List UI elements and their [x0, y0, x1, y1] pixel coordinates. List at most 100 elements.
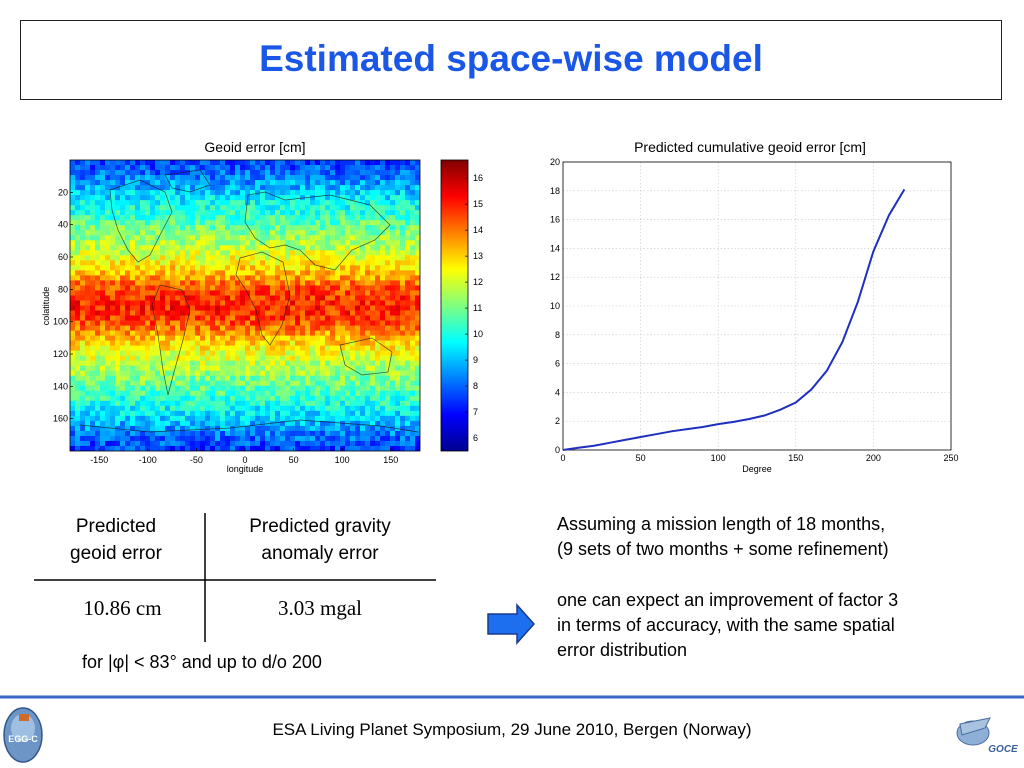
heatmap-cell: [330, 435, 336, 442]
heatmap-cell: [380, 385, 386, 392]
heatmap-cell: [130, 355, 136, 362]
heatmap-cell: [170, 390, 176, 397]
heatmap-cell: [235, 305, 241, 312]
heatmap-cell: [180, 200, 186, 206]
heatmap-cell: [280, 245, 286, 251]
heatmap-cell: [270, 200, 276, 206]
heatmap-cell: [105, 170, 111, 176]
heatmap-cell: [240, 250, 246, 256]
heatmap-cell: [225, 190, 231, 196]
heatmap-cell: [125, 390, 131, 397]
heatmap-cell: [110, 360, 116, 367]
heatmap-cell: [255, 335, 261, 342]
heatmap-cell: [95, 385, 101, 392]
heatmap-cell: [230, 260, 236, 266]
heatmap-cell: [410, 350, 416, 357]
heatmap-cell: [415, 400, 420, 407]
heatmap-cell: [250, 410, 256, 417]
heatmap-cell: [235, 235, 241, 241]
heatmap-cell: [345, 355, 351, 362]
heatmap-cell: [190, 220, 196, 226]
heatmap-cell: [330, 165, 336, 171]
heatmap-cell: [360, 415, 366, 422]
heatmap-cell: [220, 360, 226, 367]
heatmap-cell: [335, 430, 341, 437]
heatmap-cell: [220, 245, 226, 251]
heatmap-cell: [185, 405, 191, 412]
heatmap-cell: [335, 380, 341, 387]
heatmap-cell: [95, 370, 101, 377]
heatmap-cell: [165, 200, 171, 206]
heatmap-cell: [365, 445, 371, 451]
heatmap-cell: [95, 190, 101, 196]
heatmap-cell: [215, 270, 221, 276]
heatmap-cell: [75, 315, 81, 322]
map-y-tick-label: 40: [58, 220, 68, 230]
heatmap-cell: [415, 300, 420, 307]
heatmap-cell: [280, 420, 286, 427]
heatmap-cell: [95, 320, 101, 327]
heatmap-cell: [300, 395, 306, 402]
heatmap-cell: [105, 390, 111, 397]
heatmap-cell: [220, 235, 226, 241]
heatmap-cell: [410, 255, 416, 261]
heatmap-cell: [415, 165, 420, 171]
heatmap-cell: [415, 245, 420, 251]
heatmap-cell: [265, 325, 271, 332]
heatmap-cell: [140, 315, 146, 322]
heatmap-cell: [110, 275, 116, 282]
heatmap-cell: [110, 290, 116, 297]
heatmap-cell: [145, 415, 151, 422]
heatmap-cell: [415, 225, 420, 231]
heatmap-cell: [230, 440, 236, 447]
heatmap-cell: [365, 180, 371, 186]
heatmap-cell: [400, 355, 406, 362]
heatmap-cell: [265, 370, 271, 377]
heatmap-cell: [375, 395, 381, 402]
heatmap-cell: [200, 380, 206, 387]
heatmap-cell: [280, 215, 286, 221]
heatmap-cell: [90, 225, 96, 231]
heatmap-cell: [355, 425, 361, 432]
heatmap-cell: [170, 160, 176, 166]
heatmap-cell: [175, 345, 181, 352]
heatmap-cell: [290, 195, 296, 201]
heatmap-cell: [360, 420, 366, 427]
heatmap-cell: [320, 195, 326, 201]
heatmap-cell: [145, 430, 151, 437]
heatmap-cell: [115, 250, 121, 256]
heatmap-cell: [410, 360, 416, 367]
heatmap-cell: [305, 430, 311, 437]
heatmap-cell: [225, 280, 231, 287]
heatmap-cell: [275, 440, 281, 447]
heatmap-cell: [155, 355, 161, 362]
heatmap-cell: [205, 210, 211, 216]
heatmap-cell: [405, 355, 411, 362]
heatmap-cell: [125, 240, 131, 246]
table-header-geoid-line1: Predicted: [75, 516, 157, 537]
heatmap-cell: [335, 395, 341, 402]
heatmap-cell: [205, 250, 211, 256]
heatmap-cell: [255, 200, 261, 206]
heatmap-cell: [380, 310, 386, 317]
heatmap-cell: [285, 195, 291, 201]
heatmap-cell: [350, 395, 356, 402]
heatmap-cell: [295, 200, 301, 206]
heatmap-cell: [95, 165, 101, 171]
heatmap-cell: [360, 265, 366, 271]
heatmap-cell: [260, 190, 266, 196]
heatmap-cell: [205, 195, 211, 201]
heatmap-cell: [260, 200, 266, 206]
heatmap-cell: [380, 185, 386, 191]
heatmap-cell: [230, 225, 236, 231]
heatmap-cell: [185, 175, 191, 181]
heatmap-cell: [320, 380, 326, 387]
heatmap-cell: [410, 310, 416, 317]
heatmap-cell: [295, 170, 301, 176]
heatmap-cell: [330, 345, 336, 352]
heatmap-cell: [340, 425, 346, 432]
heatmap-cell: [235, 385, 241, 392]
heatmap-cell: [405, 300, 411, 307]
heatmap-cell: [285, 440, 291, 447]
